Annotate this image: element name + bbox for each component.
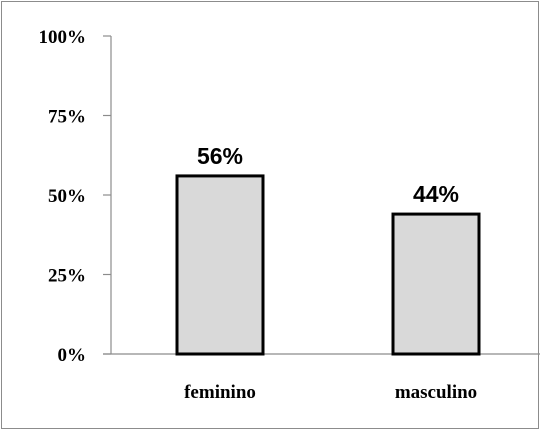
bar-feminino (175, 174, 265, 356)
y-tick-label: 0% (58, 345, 87, 366)
bar-masculino (391, 212, 481, 356)
y-tick-label: 25% (48, 266, 86, 287)
y-tick-label: 75% (48, 107, 86, 128)
x-tick-label-masculino: masculino (395, 382, 477, 403)
x-tick-label-feminino: feminino (184, 382, 256, 403)
y-tick-label: 50% (48, 186, 86, 207)
data-label-feminino: 56% (197, 143, 243, 169)
data-label-masculino: 44% (413, 181, 459, 207)
y-tick-label: 100% (39, 27, 87, 48)
